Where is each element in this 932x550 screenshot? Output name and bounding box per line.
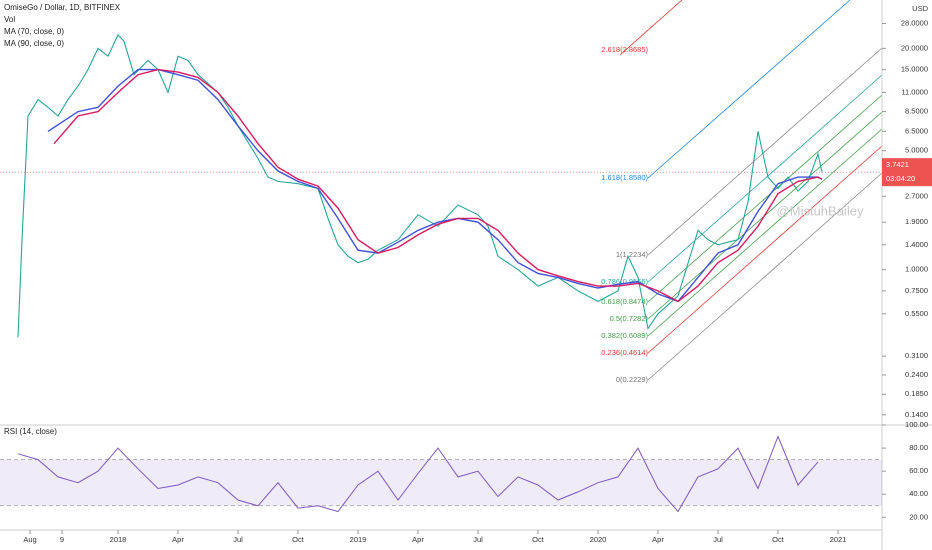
x-tick-label: 2021 — [830, 535, 847, 544]
fib-label: 0.236(0.4614) — [601, 348, 648, 357]
y-tick-label: 1.0000 — [905, 265, 928, 274]
y-tick-label: 8.5000 — [905, 107, 928, 116]
rsi-y-tick-label: 60.00 — [909, 466, 928, 475]
rsi-y-tick-label: 40.00 — [909, 489, 928, 498]
fib-label: 0.382(0.6089) — [601, 331, 648, 340]
fib-label: 1.618(1.8580) — [601, 173, 648, 182]
y-tick-label: 20.0000 — [901, 43, 928, 52]
chart-title: OmiseGo / Dollar, 1D, BITFINEX — [4, 3, 121, 12]
fib-label: 2.618(2.8685) — [601, 45, 648, 54]
x-tick-label: Jul — [473, 535, 483, 544]
y-tick-label: 0.7500 — [905, 286, 928, 295]
x-tick-label: Oct — [532, 535, 545, 544]
y-tick-label: 6.5000 — [905, 126, 928, 135]
fib-label: 0(0.2229) — [616, 375, 649, 384]
y-tick-label: 0.1850 — [905, 389, 928, 398]
fib-label: 0.786(0.9566) — [601, 277, 648, 286]
x-tick-label: Jul — [713, 535, 723, 544]
x-tick-label: Apr — [652, 535, 664, 544]
y-tick-label: 0.2400 — [905, 370, 928, 379]
series-line — [17, 33, 823, 338]
legend-entry: Vol — [4, 15, 15, 24]
last-price-badge — [882, 158, 932, 187]
y-tick-label: 0.5500 — [905, 309, 928, 318]
x-tick-label: 9 — [60, 535, 64, 544]
fib-label: 1(1.2234) — [616, 250, 649, 259]
x-tick-label: Apr — [172, 535, 184, 544]
x-tick-label: 2020 — [590, 535, 607, 544]
x-tick-label: 2019 — [350, 535, 367, 544]
y-tick-label: 1.4000 — [905, 240, 928, 249]
y-tick-label: 1.9000 — [905, 217, 928, 226]
rsi-title: RSI (14, close) — [4, 427, 57, 436]
y-tick-label: 0.1400 — [905, 410, 928, 419]
series-line — [47, 68, 823, 303]
legend-entry: MA (70, close, 0) — [4, 27, 64, 36]
x-tick-label: 2018 — [110, 535, 127, 544]
rsi-y-tick-label: 80.00 — [909, 443, 928, 452]
y-tick-label: 11.0000 — [901, 88, 928, 97]
legend-entry: MA (90, close, 0) — [4, 39, 64, 48]
series-line — [17, 435, 819, 513]
series-line — [53, 68, 823, 303]
y-tick-label: 28.0000 — [901, 19, 928, 28]
y-tick-label: 2.7000 — [905, 191, 928, 200]
currency: USD — [912, 4, 928, 13]
fib-label: 0.5(0.7282) — [610, 314, 649, 323]
y-tick-label: 5.0000 — [905, 146, 928, 155]
rsi-y-tick-label: 20.00 — [909, 512, 928, 521]
x-tick-label: Jul — [233, 535, 243, 544]
rsi-band — [0, 459, 882, 506]
fib-label: 0.618(0.8474) — [601, 297, 648, 306]
y-tick-label: 15.0000 — [901, 65, 928, 74]
countdown: 03:04:20 — [886, 174, 915, 183]
rsi-y-tick-label: 100.00 — [905, 420, 928, 429]
x-tick-label: Aug — [23, 535, 36, 544]
x-tick-label: Oct — [772, 535, 785, 544]
x-tick-label: Apr — [412, 535, 424, 544]
x-tick-label: Oct — [292, 535, 305, 544]
last-price-label: 3.7421 — [886, 160, 909, 169]
y-tick-label: 0.3100 — [905, 351, 928, 360]
watermark: @MistuhBailey — [777, 203, 864, 218]
